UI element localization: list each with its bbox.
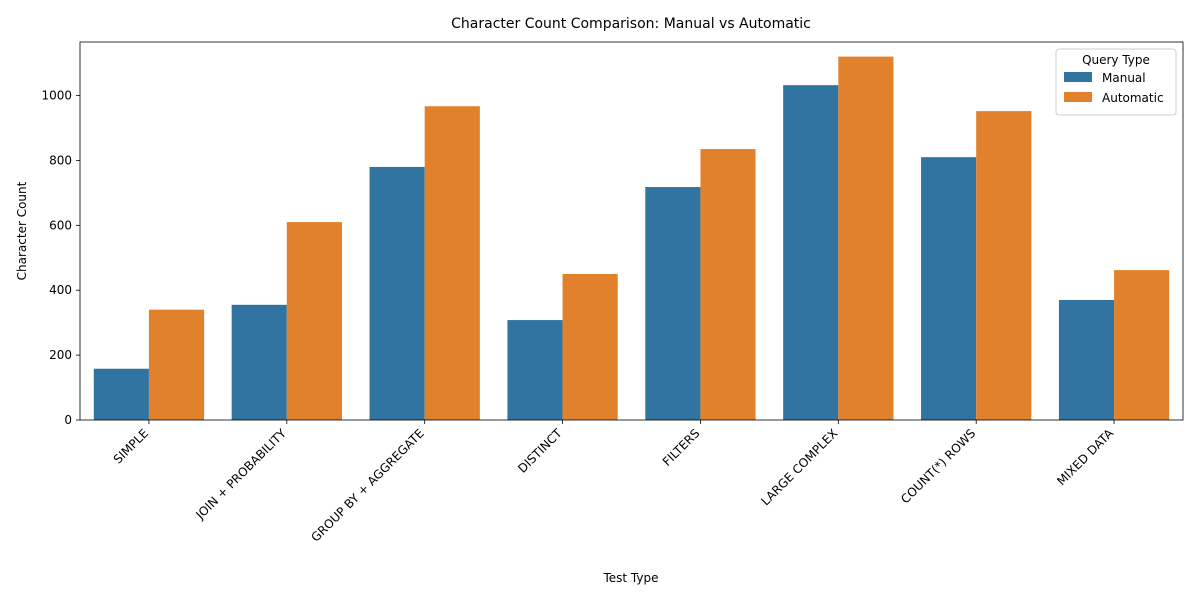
bar-automatic-3 — [562, 273, 618, 420]
x-axis-label: Test Type — [602, 571, 658, 585]
bar-automatic-0 — [148, 309, 205, 420]
legend-label-automatic: Automatic — [1102, 91, 1164, 105]
x-axis: SIMPLE JOIN + PROBABILITY GROUP BY + AGGRE… — [111, 420, 1117, 545]
bar-manual-3 — [507, 320, 563, 420]
x-tick-label: FILTERS — [660, 426, 703, 469]
legend-title: Query Type — [1082, 53, 1150, 67]
legend: Query Type Manual Automatic — [1055, 48, 1177, 116]
bar-manual-6 — [921, 157, 977, 420]
y-tick-label: 400 — [49, 283, 72, 297]
bar-manual-4 — [645, 187, 701, 420]
legend-swatch-manual — [1064, 72, 1092, 82]
bar-automatic-1 — [286, 222, 342, 420]
x-tick-label: MIXED DATA — [1054, 426, 1117, 489]
x-tick-label: COUNT(*) ROWS — [898, 426, 978, 506]
bar-manual-5 — [783, 85, 839, 421]
y-tick-label: 800 — [49, 153, 72, 167]
x-tick-label: GROUP BY + AGGREGATE — [308, 426, 426, 544]
y-tick-label: 0 — [64, 413, 72, 427]
legend-label-manual: Manual — [1102, 71, 1146, 85]
bar-manual-2 — [369, 166, 425, 420]
x-tick-label: LARGE COMPLEX — [758, 426, 840, 508]
bar-automatic-5 — [838, 56, 894, 420]
y-tick-label: 1000 — [41, 89, 72, 103]
bar-automatic-4 — [700, 149, 756, 420]
x-tick-label: JOIN + PROBABILITY — [193, 426, 290, 523]
chart-title: Character Count Comparison: Manual vs Au… — [451, 16, 811, 32]
legend-swatch-automatic — [1064, 92, 1092, 102]
legend-items: Manual Automatic — [1064, 71, 1164, 105]
plot-frame — [79, 41, 1184, 421]
bar-manual-0 — [93, 368, 149, 420]
x-tick-label: SIMPLE — [111, 426, 151, 466]
y-tick-label: 600 — [49, 218, 72, 232]
bar-manual-1 — [231, 304, 287, 420]
bar-manual-7 — [1058, 299, 1115, 420]
bars-layer — [93, 56, 1170, 421]
y-axis: 0 200 400 600 800 1000 — [41, 89, 80, 427]
x-tick-label: DISTINCT — [515, 426, 565, 476]
bar-automatic-6 — [976, 111, 1032, 421]
y-tick-label: 200 — [49, 348, 72, 362]
y-axis-label: Character Count — [15, 181, 29, 280]
bar-automatic-2 — [424, 106, 480, 421]
bar-automatic-7 — [1114, 270, 1170, 420]
